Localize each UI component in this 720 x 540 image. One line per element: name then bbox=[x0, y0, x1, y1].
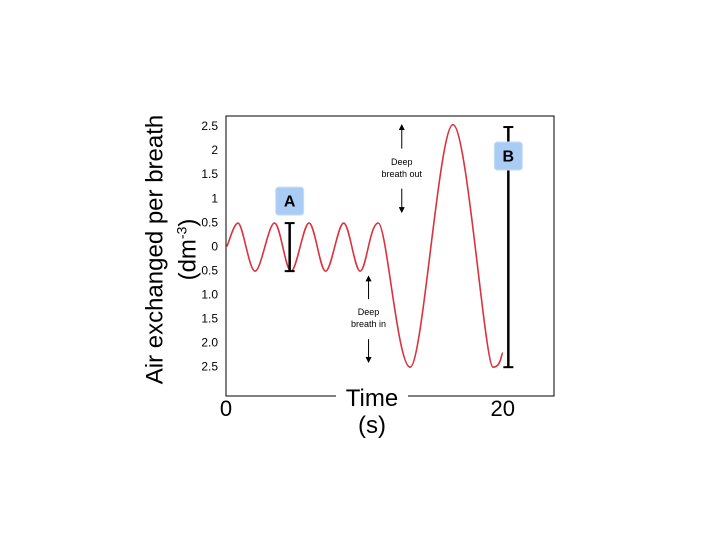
y-tick-label: 0.5 bbox=[201, 215, 218, 229]
bracket-label: B bbox=[503, 148, 515, 165]
y-axis-label-end: ) bbox=[174, 218, 202, 227]
label-box bbox=[493, 141, 523, 171]
y-axis-label-text: Air exchanged per breath (dm bbox=[141, 114, 202, 385]
note-box: Deep breath out bbox=[381, 156, 423, 179]
y-tick-label: 2.5 bbox=[201, 119, 218, 133]
x-axis-label: Time (s) bbox=[336, 385, 408, 439]
y-tick-label: 1.5 bbox=[201, 167, 218, 181]
label-box bbox=[275, 186, 305, 216]
y-tick-label: 1.5 bbox=[201, 311, 218, 325]
annotations: Deep breath out Deep breath in bbox=[351, 124, 423, 363]
x-tick-label: 0 bbox=[220, 396, 232, 421]
y-tick-label: 2.0 bbox=[201, 335, 218, 349]
x-tick-label: 20 bbox=[491, 396, 515, 421]
y-tick-label: 0.5 bbox=[201, 263, 218, 277]
y-tick-label: 2 bbox=[211, 143, 218, 157]
trace-line bbox=[225, 123, 504, 368]
note-box: Deep breath in bbox=[351, 307, 387, 330]
y-axis-label: Air exchanged per breath (dm-3) bbox=[141, 100, 202, 400]
y-tick-label: 0 bbox=[211, 239, 218, 253]
y-tick-label: 1.0 bbox=[201, 287, 218, 301]
y-axis-label-sup: -3 bbox=[173, 226, 190, 240]
y-tick-label: 1 bbox=[211, 191, 218, 205]
y-tick-label: 2.5 bbox=[201, 359, 218, 373]
note-text: Deep breath out bbox=[381, 156, 423, 179]
bracket-label: A bbox=[284, 193, 296, 210]
note-text: Deep breath in bbox=[351, 307, 387, 330]
